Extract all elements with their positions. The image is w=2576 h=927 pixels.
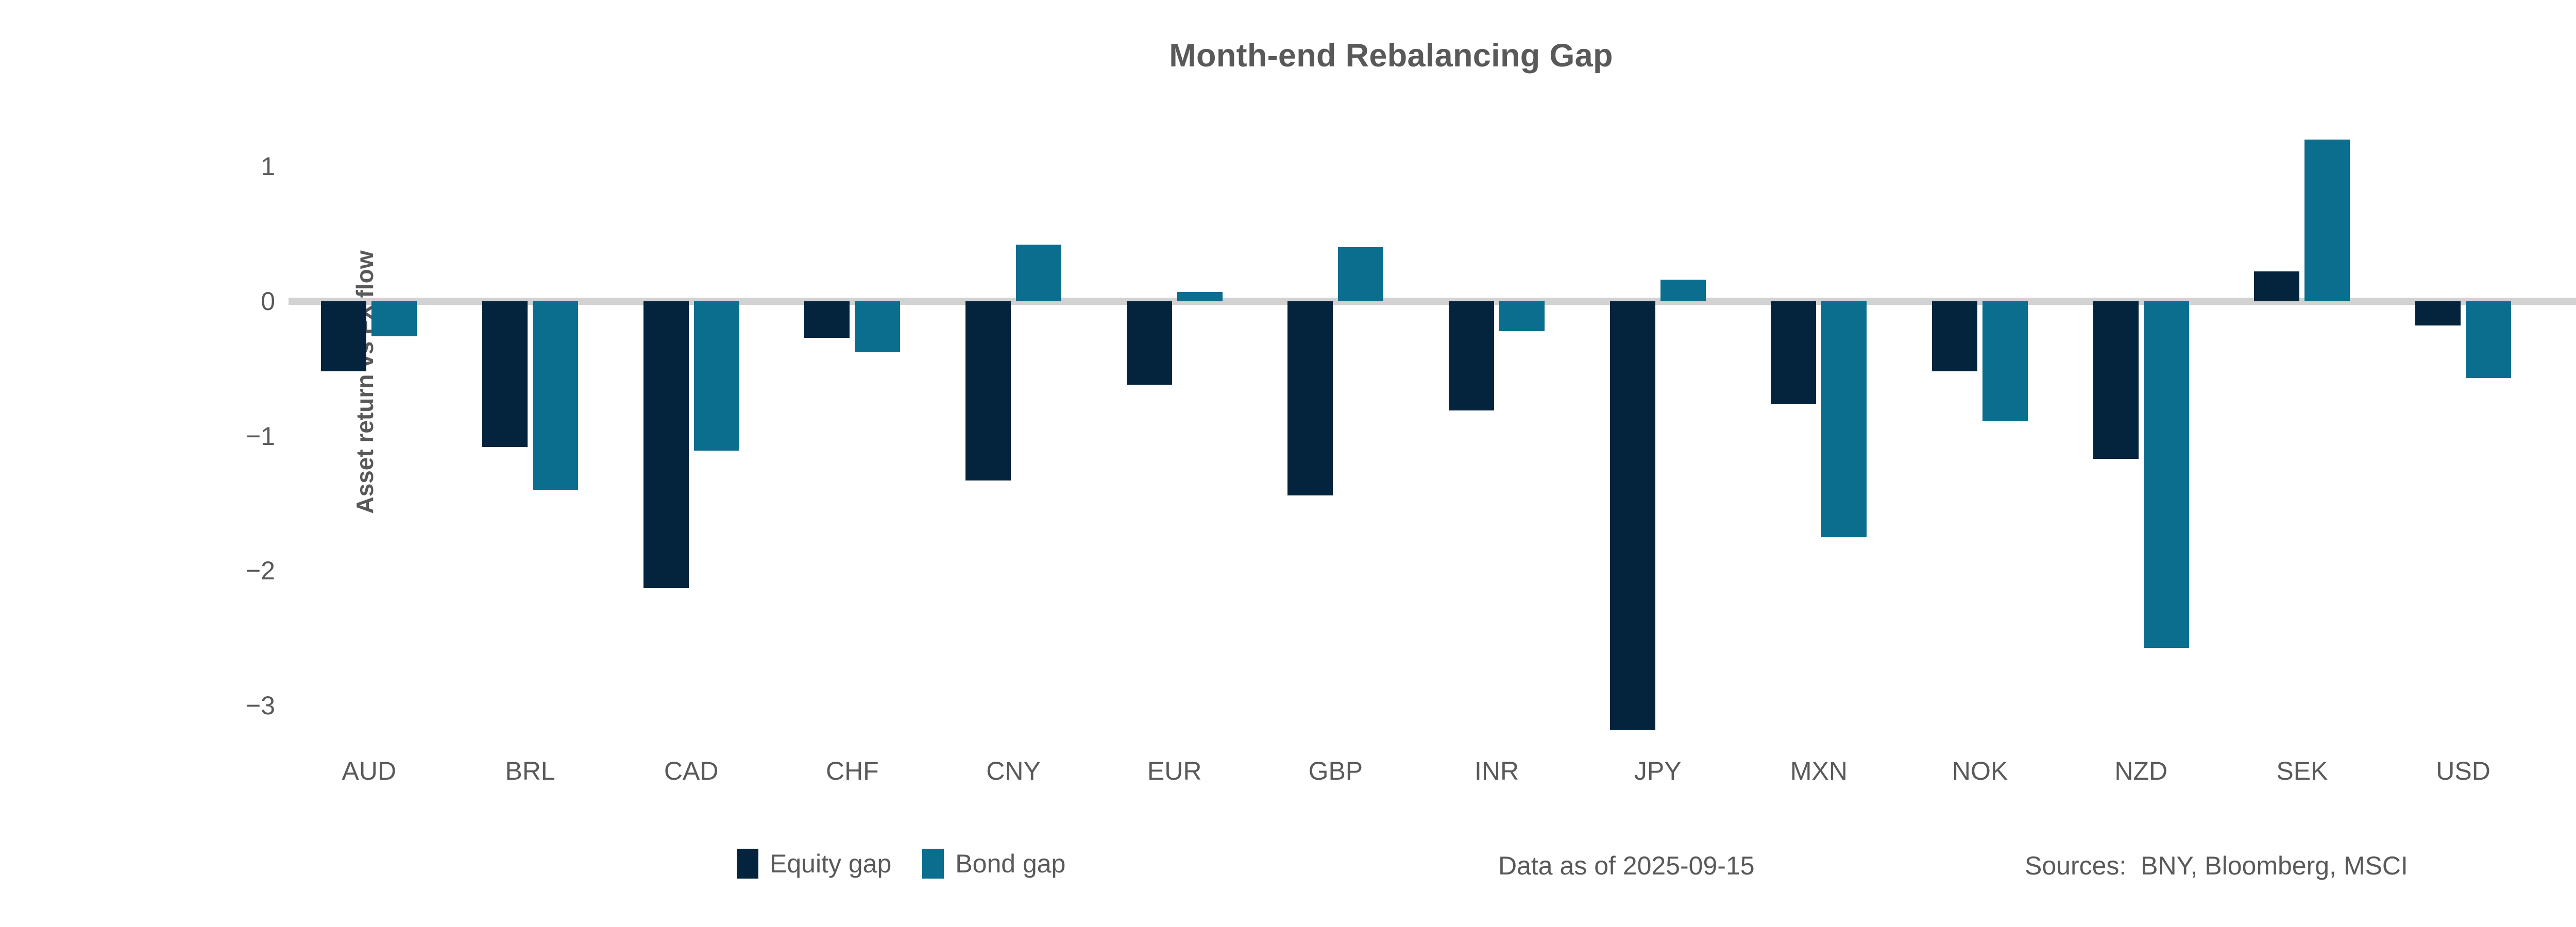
bar-bond-brl[interactable]: [533, 301, 578, 490]
bar-equity-mxn[interactable]: [1771, 301, 1817, 404]
bar-bond-usd[interactable]: [2466, 301, 2512, 379]
bar-equity-inr[interactable]: [1449, 301, 1495, 410]
x-tick-label-inr: INR: [1474, 757, 1519, 785]
plot-area: Asset return vs FX flow 1 0 −1 −2 −3: [246, 134, 2576, 737]
x-tick-label-zar: ZAR: [2544, 756, 2576, 786]
x-axis-labels: AUD BRL CAD CHF CNY EUR GBP INR JPY MXN NOK NZD SEK U…: [289, 756, 2576, 786]
bar-group-zar[interactable]: [2544, 134, 2576, 737]
x-tick-label-mxn: MXN: [1790, 757, 1848, 785]
data-as-of-note: Data as of 2025-09-15: [1498, 851, 1755, 880]
x-tick-label-gbp: GBP: [1308, 757, 1363, 785]
bar-equity-nok[interactable]: [1932, 301, 1978, 372]
bar-equity-chf[interactable]: [804, 301, 850, 338]
bar-group-brl[interactable]: [450, 134, 611, 737]
bar-equity-cad[interactable]: [643, 301, 689, 589]
x-tick-label-chf: CHF: [825, 757, 879, 785]
bar-bond-nzd[interactable]: [2143, 301, 2189, 648]
y-tick-label: −2: [245, 556, 275, 586]
bar-equity-usd[interactable]: [2415, 301, 2461, 326]
bar-group-aud[interactable]: [289, 134, 450, 737]
bar-group-nzd[interactable]: [2060, 134, 2222, 737]
bar-bond-aud[interactable]: [371, 301, 417, 337]
bar-group-nok[interactable]: [1900, 134, 2061, 737]
bar-group-mxn[interactable]: [1738, 134, 1900, 737]
bar-bond-chf[interactable]: [855, 301, 901, 353]
x-tick-label-nok: NOK: [1952, 757, 2008, 785]
bar-group-inr[interactable]: [1416, 134, 1578, 737]
bar-group-usd[interactable]: [2383, 134, 2544, 737]
bar-bond-nok[interactable]: [1982, 301, 2028, 421]
x-tick-label-cad: CAD: [664, 757, 719, 785]
x-tick-label-jpy: JPY: [1634, 757, 1682, 785]
bar-groups: [289, 134, 2576, 737]
x-tick-label-cny: CNY: [986, 757, 1041, 785]
bar-group-jpy[interactable]: [1577, 134, 1738, 737]
x-tick-label-eur: EUR: [1147, 757, 1202, 785]
bar-group-gbp[interactable]: [1255, 134, 1416, 737]
y-tick-label: 1: [261, 152, 275, 181]
bar-group-sek[interactable]: [2222, 134, 2383, 737]
bar-equity-jpy[interactable]: [1609, 301, 1655, 730]
bar-group-eur[interactable]: [1094, 134, 1255, 737]
chart-footer: Equity gap Bond gap Data as of 2025-09-15…: [0, 849, 2576, 895]
legend-swatch-bond-icon: [922, 849, 944, 879]
y-tick-label: −1: [245, 421, 275, 451]
x-tick-label-aud: AUD: [342, 757, 397, 785]
sources-note: Sources: BNY, Bloomberg, MSCI: [2025, 851, 2408, 880]
bar-group-chf[interactable]: [772, 134, 933, 737]
legend-swatch-equity-icon: [737, 849, 758, 879]
bar-equity-cny[interactable]: [965, 301, 1011, 481]
bar-bond-cny[interactable]: [1016, 245, 1062, 301]
legend-label-equity: Equity gap: [770, 849, 892, 878]
x-tick-label-brl: BRL: [505, 757, 555, 785]
legend-label-bond: Bond gap: [955, 849, 1066, 878]
bar-bond-inr[interactable]: [1499, 301, 1545, 331]
legend-item-bond[interactable]: Bond gap: [922, 849, 1065, 879]
bar-equity-aud[interactable]: [321, 301, 367, 372]
bar-bond-sek[interactable]: [2304, 139, 2350, 301]
bar-equity-gbp[interactable]: [1287, 301, 1333, 495]
bar-bond-eur[interactable]: [1177, 291, 1223, 301]
x-tick-label-sek: SEK: [2276, 757, 2328, 785]
page-title: Month-end Rebalancing Gap: [1169, 38, 1613, 74]
y-tick-label: 0: [261, 287, 275, 316]
x-tick-label-nzd: NZD: [2114, 757, 2168, 785]
legend-item-equity[interactable]: Equity gap: [737, 849, 891, 879]
bar-equity-sek[interactable]: [2254, 271, 2300, 301]
bar-equity-nzd[interactable]: [2093, 301, 2139, 459]
bar-equity-brl[interactable]: [482, 301, 528, 447]
x-tick-label-usd: USD: [2436, 757, 2490, 785]
bar-bond-mxn[interactable]: [1821, 301, 1867, 537]
bar-group-cad[interactable]: [611, 134, 772, 737]
y-tick-label: −3: [245, 691, 275, 720]
bar-equity-eur[interactable]: [1126, 301, 1172, 385]
bar-bond-gbp[interactable]: [1338, 247, 1384, 301]
bar-group-cny[interactable]: [933, 134, 1094, 737]
bar-bond-cad[interactable]: [693, 301, 739, 451]
bar-bond-jpy[interactable]: [1660, 280, 1706, 301]
legend: Equity gap Bond gap: [737, 849, 1065, 879]
